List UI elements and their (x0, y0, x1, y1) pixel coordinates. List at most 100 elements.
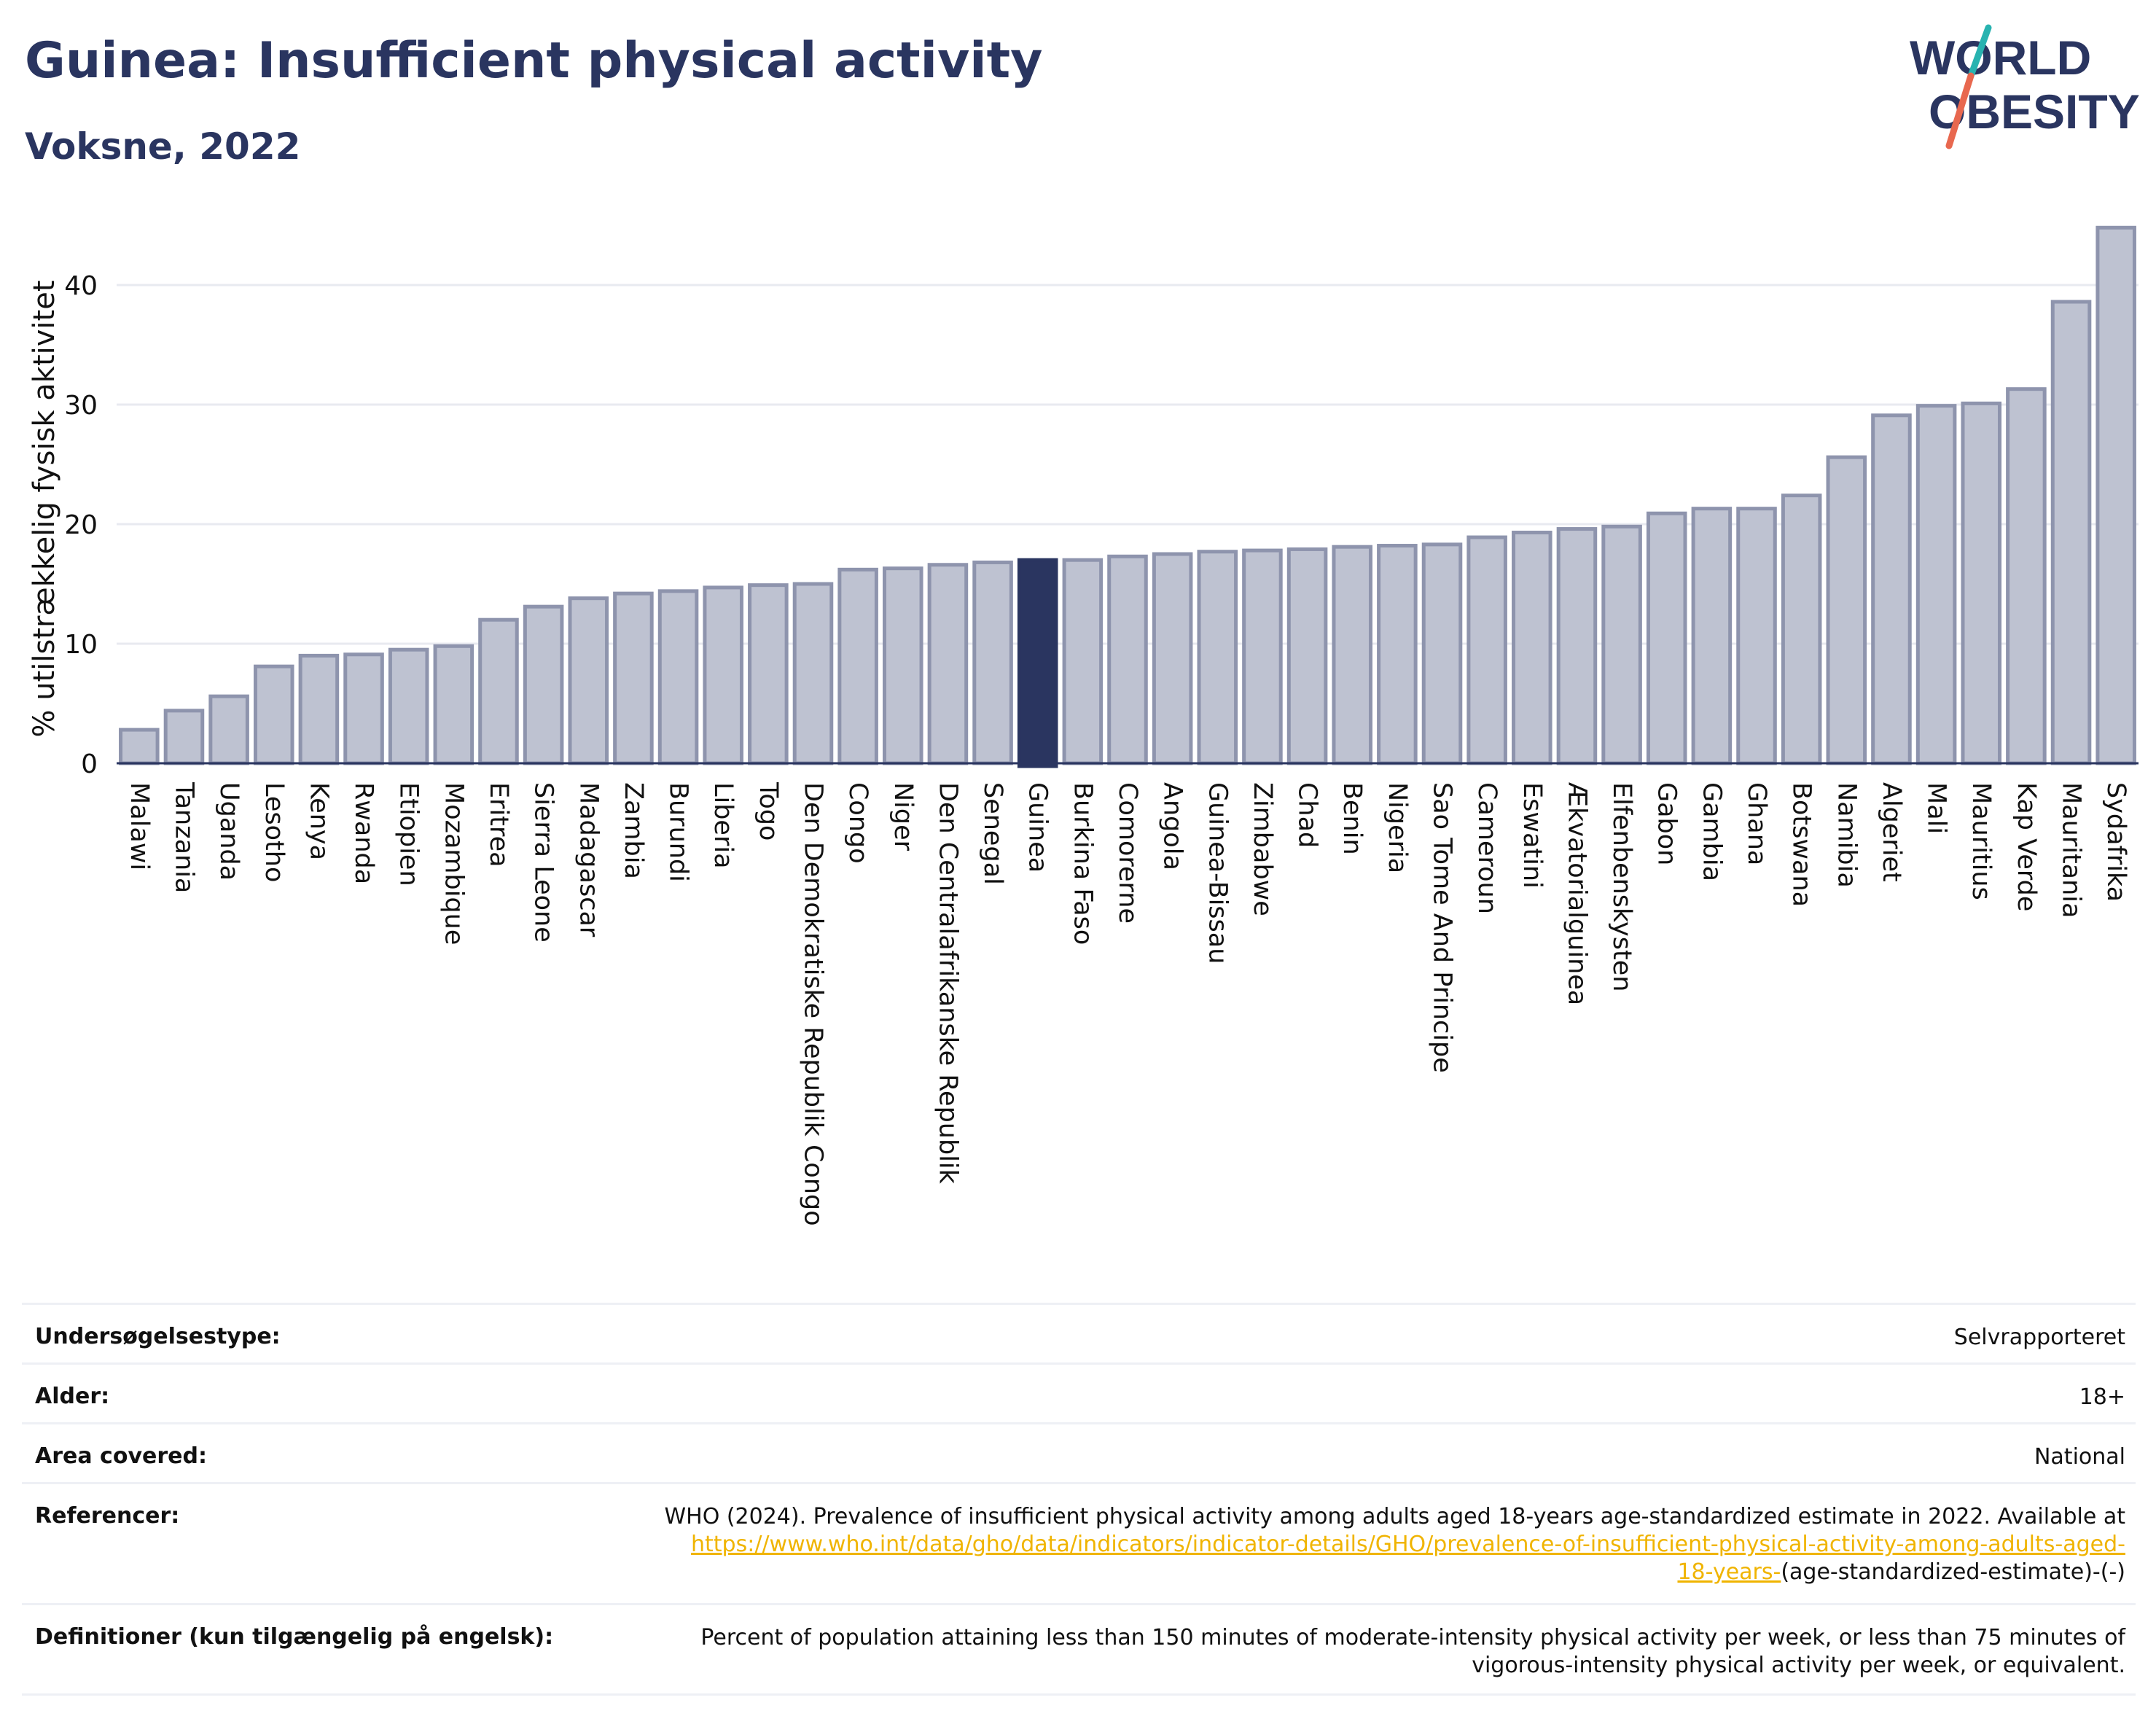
info-table: Undersøgelsestype: Selvrapporteret Alder… (22, 1303, 2136, 1696)
bar-ækvatorialguinea (1556, 527, 1598, 765)
bar-congo (837, 567, 878, 765)
x-tick-label: Burkina Faso (1068, 782, 1097, 945)
x-tick-label: Namibia (1832, 782, 1861, 888)
bar-niger (883, 566, 923, 765)
bar-liberia (703, 585, 743, 765)
bar-angola (1152, 552, 1193, 765)
x-tick-label: Den Demokratiske Republik Congo (798, 782, 827, 1226)
x-tick-label: Den Centralafrikanske Republik (933, 782, 962, 1185)
bar-burundi (657, 589, 699, 765)
bar-botswana (1781, 494, 1822, 765)
definition-line-1: Percent of population attaining less tha… (700, 1625, 2125, 1650)
bar-nigeria (1377, 544, 1418, 765)
x-tick-label: Chad (1293, 782, 1322, 848)
x-tick-label: Guinea-Bissau (1203, 782, 1232, 964)
y-tick-label: 40 (64, 271, 98, 301)
x-tick-label: Eswatini (1518, 782, 1547, 889)
info-value: National (589, 1422, 2136, 1483)
bar-uganda (208, 694, 249, 765)
x-tick-label: Sierra Leone (529, 782, 558, 943)
x-tick-label: Gabon (1652, 782, 1682, 865)
x-tick-label: Mali (1922, 782, 1951, 834)
x-tick-label: Sao Tome And Principe (1428, 782, 1457, 1073)
x-tick-label: Tanzania (169, 781, 198, 893)
reference-link[interactable]: https://www.who.int/data/gho/data/indica… (691, 1532, 2125, 1557)
info-row-definitions: Definitioner (kun tilgængelig på engelsk… (22, 1603, 2136, 1696)
x-tick-label: Liberia (708, 782, 738, 869)
bar-benin (1332, 545, 1372, 765)
x-tick-label: Algeriet (1877, 782, 1906, 882)
y-tick-label: 20 (64, 510, 98, 540)
x-tick-label: Rwanda (349, 782, 378, 884)
info-row-references: Referencer: WHO (2024). Prevalence of in… (22, 1482, 2136, 1605)
bar-den-demokratiske-republik-congo (792, 582, 834, 765)
bar-togo (748, 583, 789, 765)
chart-title: Guinea: Insufficient physical activity (25, 32, 1043, 90)
x-tick-label: Ghana (1742, 782, 1771, 865)
y-tick-label: 0 (81, 749, 98, 779)
info-value: Percent of population attaining less tha… (589, 1603, 2136, 1696)
reference-link-cont[interactable]: 18-years- (1677, 1559, 1781, 1585)
bar-etiopien (388, 647, 429, 765)
info-row-area: Area covered: National (22, 1422, 2136, 1483)
bar-namibia (1826, 455, 1867, 765)
logo-slash-teal (1967, 24, 1992, 79)
bar-algeriet (1871, 413, 1912, 765)
info-value: 18+ (589, 1362, 2136, 1424)
bar-mauritius (1961, 401, 2002, 765)
bar-lesotho (253, 664, 294, 765)
bar-sao-tome-and-principe (1421, 542, 1463, 765)
x-tick-label: Elfenbenskysten (1607, 782, 1636, 991)
x-tick-label: Kenya (304, 782, 333, 860)
bar-rwanda (343, 652, 384, 765)
info-key: Referencer: (22, 1482, 589, 1605)
logo-slash-coral (1945, 72, 1975, 149)
info-key: Alder: (22, 1362, 589, 1424)
x-tick-label: Togo (754, 781, 783, 841)
bar-eswatini (1512, 530, 1552, 765)
bar-comorerne (1107, 554, 1148, 765)
bar-mauritania (2050, 300, 2092, 765)
x-tick-label: Mauritius (1966, 782, 1996, 900)
bar-kenya (298, 653, 340, 765)
reference-text: WHO (2024). Prevalence of insufficient p… (664, 1504, 2125, 1529)
x-tick-label: Gambia (1697, 782, 1726, 881)
info-row-age: Alder: 18+ (22, 1362, 2136, 1424)
x-tick-label: Ækvatorialguinea (1562, 782, 1591, 1005)
y-axis-ticks: 0 10 20 30 40 (64, 271, 98, 779)
bar-mozambique (433, 644, 474, 765)
info-value: Selvrapporteret (589, 1303, 2136, 1364)
x-tick-label: Kap Verde (2012, 782, 2041, 911)
bar-ghana (1736, 507, 1777, 765)
x-tick-label: Botswana (1787, 782, 1816, 907)
x-tick-label: Sydafrika (2101, 782, 2130, 902)
bar-sierra-leone (523, 604, 564, 765)
bar-gambia (1691, 507, 1733, 765)
bar-malawi (119, 728, 160, 765)
bar-sydafrika (2096, 225, 2136, 765)
x-tick-label: Burundi (664, 782, 693, 882)
bar-zambia (613, 591, 654, 765)
bar-tanzania (163, 709, 205, 765)
x-tick-label: Lesotho (259, 782, 289, 882)
x-tick-label: Mozambique (439, 782, 468, 945)
info-key: Area covered: (22, 1422, 589, 1483)
world-obesity-logo: WORLD OBESITY (1910, 24, 2140, 149)
x-tick-label: Niger (888, 782, 918, 851)
info-key: Definitioner (kun tilgængelig på engelsk… (22, 1603, 589, 1696)
y-axis-label: % utilstrækkelig fysisk aktivitet (28, 280, 61, 737)
x-tick-label: Uganda (214, 782, 243, 881)
x-tick-label: Zambia (619, 782, 648, 879)
bar-kap-verde (2006, 387, 2047, 765)
definition-line-2: vigorous-intensity physical activity per… (1472, 1653, 2125, 1678)
bar-den-centralafrikanske-republik (927, 563, 969, 765)
bar-elfenbenskysten (1601, 524, 1642, 765)
x-tick-label: Nigeria (1383, 782, 1412, 873)
bar-cameroun (1466, 535, 1507, 765)
reference-suffix: (age-standardized-estimate)-(-) (1781, 1559, 2125, 1585)
x-tick-label: Cameroun (1472, 782, 1501, 914)
bar-eritrea (478, 617, 519, 765)
logo-text-world: WORLD (1910, 31, 2091, 85)
info-value: WHO (2024). Prevalence of insufficient p… (589, 1482, 2136, 1605)
chart-subtitle: Voksne, 2022 (25, 125, 301, 168)
